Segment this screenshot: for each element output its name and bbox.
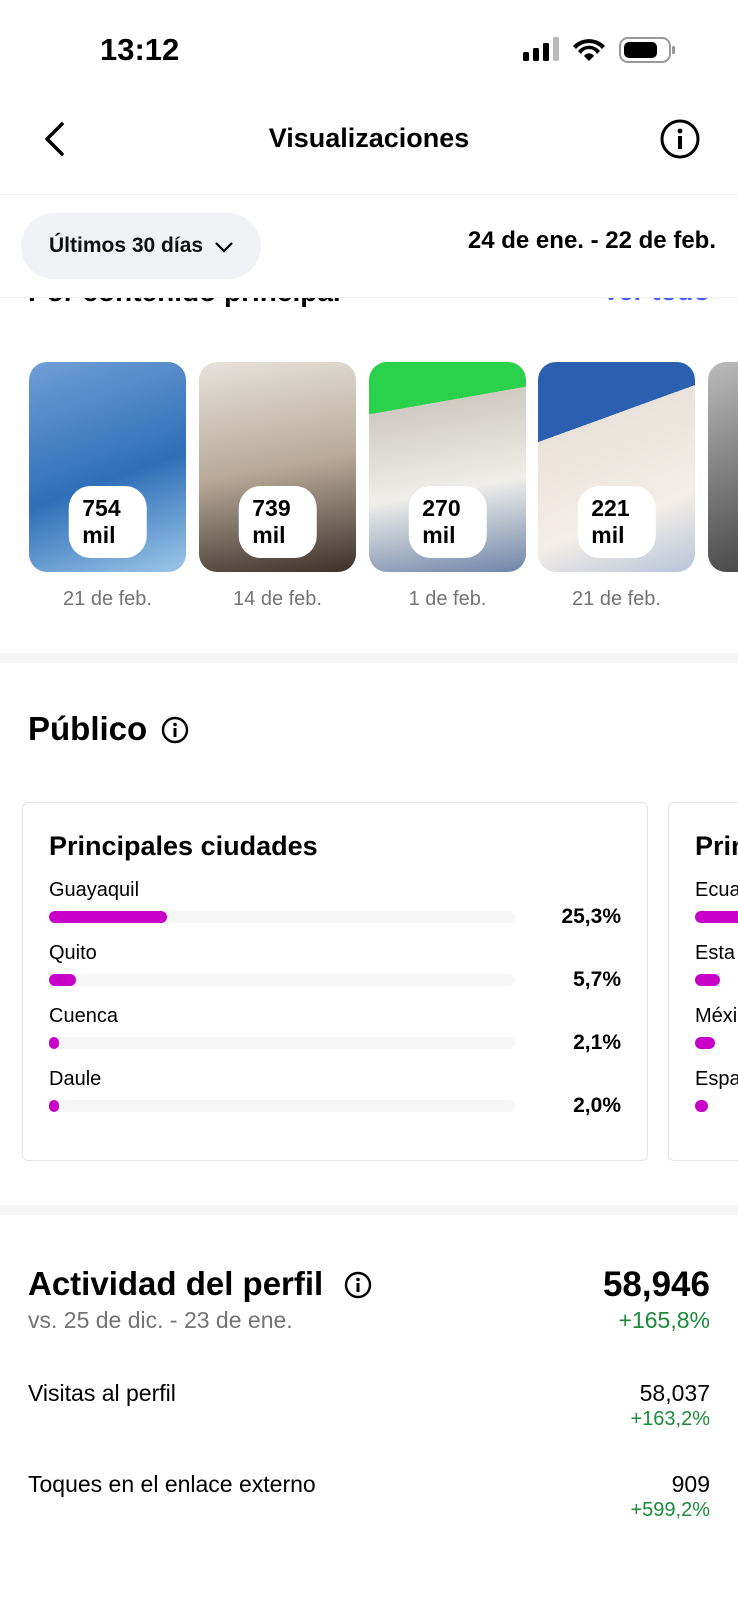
- post-date: 1 de feb.: [408, 588, 487, 610]
- bar: [695, 1100, 709, 1112]
- view-count: 270 mil: [408, 486, 487, 558]
- info-icon[interactable]: [343, 1270, 373, 1300]
- metric-change: +599,2%: [630, 1499, 710, 1521]
- view-count: 221 mil: [577, 486, 656, 558]
- country-name: Ecua: [695, 879, 738, 901]
- section-title: Público: [28, 710, 148, 747]
- page-title: Visualizaciones: [268, 123, 470, 153]
- countries-card: Prin Ecua Esta Méxi Espa: [668, 802, 738, 1161]
- separator: [0, 1205, 738, 1215]
- city-name: Daule: [49, 1068, 102, 1090]
- city-share: 2,1%: [573, 1031, 621, 1054]
- bar: [695, 974, 721, 986]
- view-count: 754 mil: [68, 486, 147, 558]
- info-button[interactable]: [659, 118, 701, 160]
- post-date: 21 de feb.: [63, 588, 152, 610]
- content-thumbnail[interactable]: [708, 362, 738, 572]
- content-thumbnail[interactable]: 270 mil: [369, 362, 526, 572]
- view-count: 739 mil: [238, 486, 317, 558]
- city-share: 5,7%: [573, 968, 621, 991]
- content-thumbnail[interactable]: 739 mil: [199, 362, 356, 572]
- filter-bar: Últimos 30 días 24 de ene. - 22 de feb.: [0, 194, 738, 298]
- city-name: Guayaquil: [49, 879, 140, 901]
- city-share: 25,3%: [561, 905, 621, 928]
- city-name: Quito: [49, 942, 97, 964]
- bar: [695, 1037, 716, 1049]
- post-date: 21 de feb.: [572, 588, 661, 610]
- cities-card: Principales ciudades Guayaquil 25,3% Quito 5…: [22, 802, 648, 1161]
- bar: [49, 1037, 59, 1049]
- bar-track: [49, 1100, 515, 1112]
- country-name: Esta: [695, 942, 736, 964]
- card-title: Principales ciudades: [49, 831, 318, 861]
- metric-value: 909: [671, 1471, 710, 1497]
- post-date: 14 de feb.: [233, 588, 322, 610]
- section-title: Actividad del perfil: [28, 1265, 324, 1302]
- info-icon[interactable]: [160, 715, 190, 745]
- card-title: Prin: [695, 831, 738, 861]
- date-range: 24 de ene. - 22 de feb.: [467, 227, 716, 254]
- status-icons: [523, 37, 675, 63]
- metric-label: Visitas al perfil: [28, 1380, 176, 1406]
- bar-track: [49, 974, 515, 986]
- bar: [49, 1100, 59, 1112]
- city-name: Cuenca: [49, 1005, 118, 1027]
- separator: [0, 653, 738, 663]
- total-value: 58,946: [602, 1265, 710, 1304]
- bar-track: [49, 1037, 515, 1049]
- chevron-down: [215, 242, 233, 253]
- metric-value: 58,037: [639, 1380, 710, 1406]
- metric-change: +163,2%: [630, 1408, 710, 1430]
- status-time: 13:12: [100, 32, 180, 67]
- bar: [695, 911, 738, 923]
- comparison: vs. 25 de dic. - 23 de ene.: [28, 1307, 293, 1333]
- period-dropdown[interactable]: Últimos 30 días: [21, 213, 261, 279]
- bar: [49, 974, 76, 986]
- back-button[interactable]: [40, 120, 70, 158]
- bar: [49, 911, 167, 923]
- content-thumbnail[interactable]: 221 mil: [538, 362, 695, 572]
- content-thumbnail[interactable]: 754 mil: [29, 362, 186, 572]
- country-name: Espa: [695, 1068, 738, 1090]
- total-change: +165,8%: [618, 1307, 710, 1333]
- country-name: Méxi: [695, 1005, 738, 1027]
- period-label: Últimos 30 días: [49, 234, 204, 257]
- metric-label: Toques en el enlace externo: [28, 1471, 316, 1497]
- city-share: 2,0%: [573, 1094, 621, 1117]
